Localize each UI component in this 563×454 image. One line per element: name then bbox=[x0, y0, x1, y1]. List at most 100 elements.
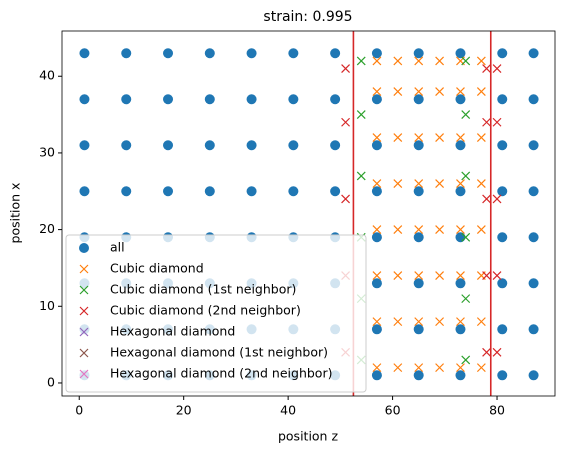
y-axis-label: position x bbox=[8, 183, 23, 244]
point bbox=[393, 179, 403, 189]
point bbox=[288, 140, 299, 151]
x-tick-label: 80 bbox=[489, 403, 505, 418]
point bbox=[482, 194, 492, 204]
point bbox=[371, 48, 382, 59]
point bbox=[163, 140, 174, 151]
legend-label: Cubic diamond bbox=[110, 261, 204, 276]
point bbox=[528, 94, 539, 105]
point bbox=[413, 48, 424, 59]
point bbox=[461, 232, 471, 242]
y-tick-label: 20 bbox=[39, 221, 55, 236]
point bbox=[476, 317, 486, 327]
point bbox=[371, 232, 382, 243]
legend-marker bbox=[79, 264, 89, 274]
point bbox=[341, 117, 351, 127]
point bbox=[163, 186, 174, 197]
point bbox=[121, 48, 132, 59]
point bbox=[372, 317, 382, 327]
point bbox=[330, 186, 341, 197]
legend-label: Hexagonal diamond (1st neighbor) bbox=[110, 345, 328, 360]
point bbox=[372, 225, 382, 235]
point bbox=[413, 278, 424, 289]
legend-label: Hexagonal diamond bbox=[110, 324, 235, 339]
point bbox=[393, 133, 403, 143]
point bbox=[456, 133, 465, 143]
point bbox=[476, 363, 486, 373]
point bbox=[461, 294, 471, 304]
point bbox=[121, 94, 132, 105]
legend-label: Cubic diamond (2nd neighbor) bbox=[110, 303, 301, 318]
point bbox=[435, 56, 445, 66]
point bbox=[435, 317, 445, 327]
point bbox=[356, 110, 366, 120]
point bbox=[414, 317, 424, 327]
point bbox=[371, 278, 382, 289]
point bbox=[456, 363, 465, 373]
point bbox=[413, 94, 424, 105]
x-tick-label: 0 bbox=[75, 403, 83, 418]
legend-marker bbox=[79, 306, 89, 316]
point bbox=[330, 48, 341, 59]
point bbox=[393, 56, 403, 66]
point bbox=[476, 133, 486, 143]
point bbox=[528, 140, 539, 151]
legend-marker bbox=[79, 243, 89, 253]
x-axis-label: position z bbox=[278, 429, 338, 444]
point bbox=[456, 87, 465, 97]
point bbox=[414, 363, 424, 373]
point bbox=[288, 94, 299, 105]
point bbox=[492, 64, 502, 73]
y-tick-label: 30 bbox=[39, 144, 55, 159]
point bbox=[371, 324, 382, 335]
point bbox=[372, 56, 382, 66]
point bbox=[435, 225, 445, 235]
y-tick-label: 40 bbox=[39, 68, 55, 83]
point bbox=[497, 48, 508, 59]
point bbox=[413, 140, 424, 151]
y-tick-label: 0 bbox=[47, 374, 55, 389]
point bbox=[497, 278, 508, 289]
legend-label: Hexagonal diamond (2nd neighbor) bbox=[110, 366, 332, 381]
point bbox=[163, 94, 174, 105]
point bbox=[482, 271, 492, 281]
y-tick-label: 10 bbox=[39, 298, 55, 313]
point bbox=[476, 87, 486, 97]
point bbox=[476, 225, 486, 235]
point bbox=[482, 64, 492, 73]
point bbox=[528, 186, 539, 197]
point bbox=[393, 271, 403, 281]
point bbox=[455, 370, 466, 381]
point bbox=[414, 87, 424, 97]
point bbox=[356, 56, 366, 66]
point bbox=[497, 370, 508, 381]
point bbox=[204, 48, 215, 59]
point bbox=[372, 363, 382, 373]
point bbox=[246, 186, 257, 197]
point bbox=[497, 232, 508, 243]
point bbox=[456, 225, 465, 235]
legend-marker bbox=[79, 327, 89, 337]
point bbox=[461, 110, 471, 120]
point bbox=[455, 140, 466, 151]
point bbox=[455, 94, 466, 105]
point bbox=[371, 140, 382, 151]
point bbox=[79, 140, 90, 151]
point bbox=[528, 48, 539, 59]
point bbox=[455, 186, 466, 197]
point bbox=[414, 133, 424, 143]
point bbox=[371, 370, 382, 381]
point bbox=[372, 133, 382, 143]
point bbox=[121, 186, 132, 197]
point bbox=[455, 48, 466, 59]
point bbox=[204, 186, 215, 197]
point bbox=[528, 232, 539, 243]
point bbox=[492, 117, 502, 127]
point bbox=[435, 179, 445, 189]
point bbox=[393, 317, 403, 327]
point bbox=[461, 355, 471, 365]
x-tick-label: 20 bbox=[176, 403, 192, 418]
point bbox=[482, 347, 492, 357]
point bbox=[79, 94, 90, 105]
point bbox=[393, 363, 403, 373]
